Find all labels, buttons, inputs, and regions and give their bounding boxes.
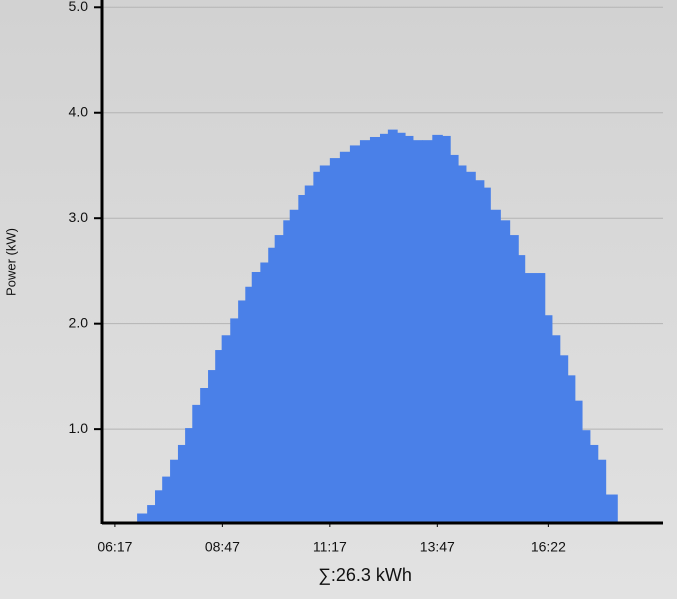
area-step [574,400,583,523]
area-step [509,235,519,523]
area-step [329,158,341,524]
area-step [274,235,284,523]
area-step [544,315,553,523]
y-tick-label: 3.0 [69,209,89,225]
area-step [465,171,476,523]
area-step [208,370,216,523]
x-tick-label: 06:17 [97,539,132,555]
area-step [379,133,389,524]
y-tick-label: 4.0 [69,103,89,119]
area-step [185,428,193,523]
area-step [524,273,541,523]
area-step [245,286,253,523]
y-tick-label: 1.0 [69,420,89,436]
area-step [597,459,607,523]
area-step [251,271,261,523]
area-step [177,444,186,523]
area-step [450,154,459,523]
area-step [200,388,209,523]
area-step [238,300,246,523]
area-step [192,404,201,523]
area-step [490,209,501,523]
area-step [215,350,223,523]
area-step [289,209,299,523]
area-step [137,513,148,523]
area-step [483,187,491,523]
area-step [349,145,361,523]
area-step [260,262,269,523]
area-step [313,171,321,523]
area-step [155,490,163,523]
area-step [567,375,576,523]
area-step [500,220,511,523]
area-step [283,220,291,523]
x-tick-label: 13:47 [420,539,455,555]
area-step [605,494,615,523]
area-step [397,132,406,523]
area-step [422,140,433,523]
area-step [405,135,414,524]
area-step [162,476,171,523]
area-step [147,505,156,523]
x-tick-label: 11:17 [313,539,347,555]
area-step [582,430,591,523]
area-step [221,335,231,523]
y-tick-label: 2.0 [69,314,89,330]
area-step [412,140,423,523]
area-step [589,444,599,523]
area-step [170,459,179,523]
area-step [230,318,239,523]
area-step [559,355,569,523]
y-axis-label: Power (kW) [3,228,18,296]
area-step [432,134,443,523]
area-step [614,494,618,523]
area-step [319,165,331,523]
y-tick-label: 5.0 [69,0,89,14]
area-step [458,165,467,523]
area-step [359,140,371,523]
area-step [268,247,276,524]
total-label: ∑:26.3 kWh [318,565,412,585]
area-step [518,255,526,523]
area-step [387,129,398,524]
area-step [339,151,351,523]
area-step [551,335,561,523]
x-tick-label: 16:22 [531,539,566,555]
area-step [298,195,306,524]
area-step [475,180,485,523]
area-step [369,136,381,523]
area-step [442,135,451,524]
area-step [539,273,546,523]
x-tick-label: 08:47 [205,539,240,555]
area-step [304,185,314,523]
